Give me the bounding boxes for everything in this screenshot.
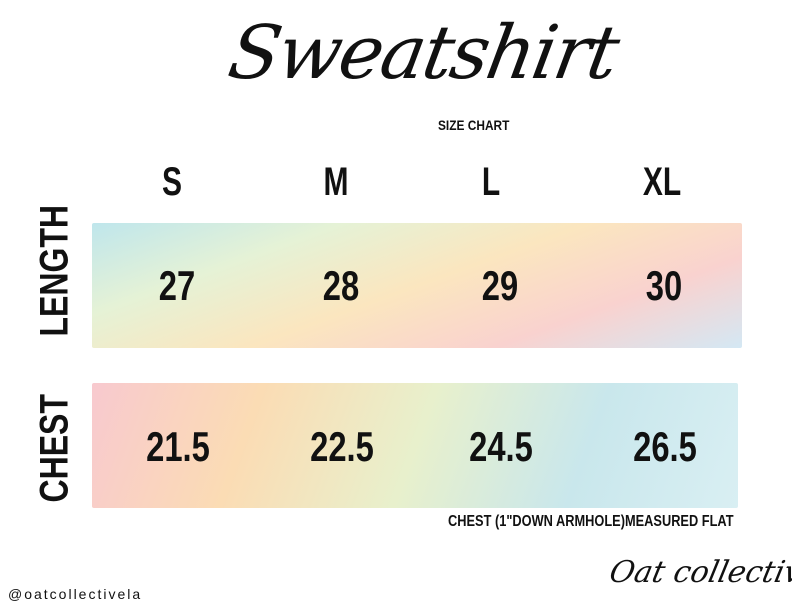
chest-m: 22.5 <box>310 423 374 470</box>
social-handle: @oatcollectivela <box>8 586 143 602</box>
chest-band <box>92 383 738 508</box>
title: Sweatshirt <box>222 10 624 96</box>
subtitle: SIZE CHART <box>438 117 510 133</box>
measurement-note: CHEST (1"DOWN ARMHOLE)MEASURED FLAT <box>448 513 734 530</box>
length-s: 27 <box>158 262 196 309</box>
chest-s: 21.5 <box>146 423 210 470</box>
length-xl: 30 <box>645 262 683 309</box>
size-header-l: L <box>481 160 501 204</box>
size-header-s: S <box>161 160 183 204</box>
length-l: 29 <box>481 262 519 309</box>
size-header-m: M <box>323 160 349 204</box>
chest-xl: 26.5 <box>633 423 697 470</box>
brand-logo: Oat collective <box>606 555 792 590</box>
length-band <box>92 223 742 348</box>
chest-l: 24.5 <box>469 423 533 470</box>
row-label-chest: CHEST <box>32 394 77 503</box>
size-header-xl: XL <box>642 160 682 204</box>
length-m: 28 <box>322 262 360 309</box>
row-label-length: LENGTH <box>32 204 77 337</box>
